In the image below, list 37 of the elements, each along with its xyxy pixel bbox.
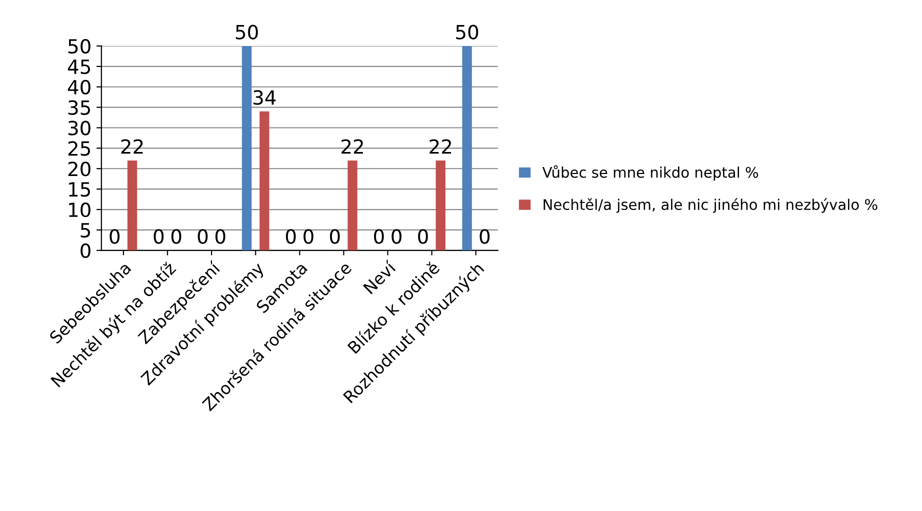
bar	[260, 111, 270, 250]
data-label: 0	[198, 229, 208, 244]
y-tick-label: 25	[68, 141, 90, 156]
bar	[127, 160, 138, 250]
data-label: 0	[392, 229, 402, 244]
data-label: 0	[286, 229, 296, 244]
data-label: 0	[480, 229, 490, 244]
y-tick-label: 0	[80, 243, 90, 258]
y-tick-label: 15	[69, 182, 90, 197]
y-tick-label: 50	[68, 38, 90, 54]
data-label: 0	[110, 229, 120, 244]
data-label: 22	[430, 139, 452, 154]
bar	[348, 160, 358, 250]
legend-label: Nechtěl/a jsem, ale nic jiného mi nezbývalo %	[544, 198, 878, 213]
data-label: 50	[456, 24, 478, 40]
data-label: 22	[121, 139, 143, 154]
bar	[436, 160, 446, 250]
data-label: 50	[236, 24, 258, 40]
y-tick-label: 5	[80, 223, 90, 238]
y-tick-label: 10	[69, 202, 90, 218]
data-label: 34	[254, 90, 276, 105]
data-label: 22	[342, 139, 363, 154]
legend-label: Vůbec se mne nikdo neptal %	[542, 165, 758, 181]
bar	[242, 46, 252, 250]
y-tick-label: 35	[68, 100, 90, 115]
data-label: 0	[418, 229, 428, 244]
y-tick-label: 45	[68, 60, 90, 74]
y-tick-label: 30	[68, 120, 90, 136]
data-label: 0	[304, 229, 314, 244]
y-tick-label: 40	[68, 80, 90, 95]
data-label: 0	[154, 229, 164, 244]
bar	[462, 46, 472, 250]
y-tick-label: 20	[68, 162, 90, 176]
data-label: 0	[330, 229, 340, 244]
data-label: 0	[374, 229, 384, 244]
data-label: 0	[171, 229, 182, 244]
data-label: 0	[215, 229, 226, 244]
